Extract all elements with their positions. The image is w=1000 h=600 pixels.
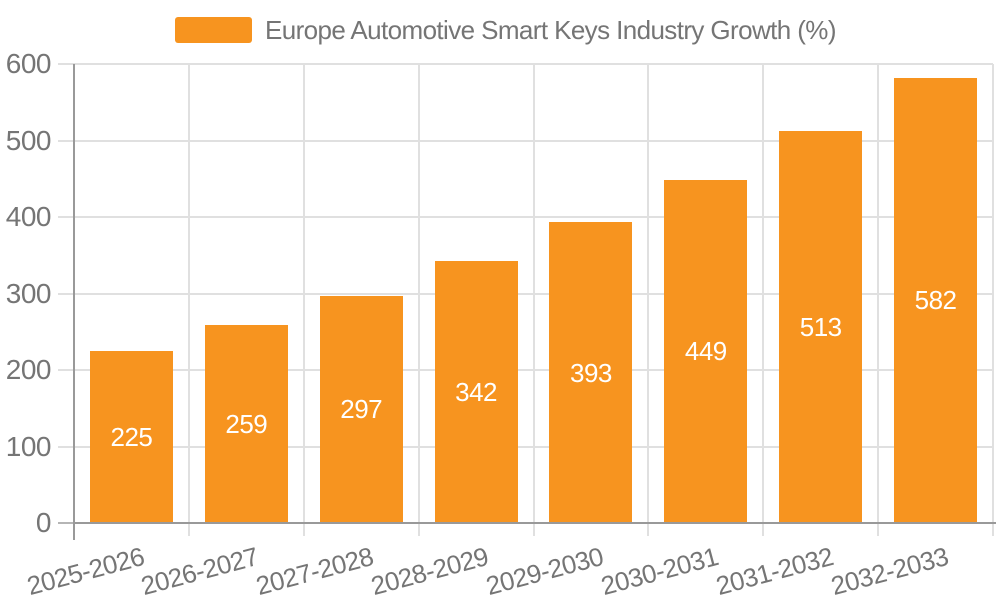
gridline-vertical: [417, 64, 420, 536]
y-axis-line: [73, 64, 75, 540]
bar-value-label: 449: [684, 336, 727, 367]
x-axis-label: 2028-2029: [368, 541, 492, 600]
x-axis-label: 2031-2032: [712, 541, 837, 600]
gridline-vertical: [302, 64, 305, 536]
y-axis-label: 600: [5, 48, 52, 79]
gridline-horizontal: [58, 292, 993, 295]
gridline-horizontal: [58, 63, 993, 65]
gridline-vertical: [532, 64, 535, 536]
bar-value-label: 582: [914, 285, 957, 316]
y-axis-label: 400: [5, 201, 52, 232]
y-axis-label: 500: [5, 124, 52, 156]
x-axis-label: 2027-2028: [253, 541, 377, 600]
y-axis-label: 200: [5, 354, 52, 385]
gridline-horizontal: [58, 369, 993, 371]
bar[interactable]: [89, 350, 173, 523]
x-axis-label: 2030-2031: [597, 541, 722, 600]
y-axis-label: 100: [5, 430, 52, 462]
y-axis-label: 300: [5, 277, 52, 309]
gridline-vertical: [647, 64, 650, 536]
bar-value-label: 297: [340, 394, 383, 425]
bar-value-label: 342: [455, 377, 497, 408]
bar[interactable]: [319, 295, 403, 523]
gridline-horizontal: [58, 445, 993, 448]
gridline-horizontal: [58, 216, 993, 218]
bar[interactable]: [204, 324, 288, 523]
x-axis-label: 2026-2027: [138, 541, 262, 600]
gridline-horizontal: [58, 139, 993, 142]
gridline-vertical: [992, 64, 994, 536]
x-axis-label: 2025-2026: [23, 541, 147, 600]
bar[interactable]: [434, 261, 518, 523]
gridline-vertical: [877, 64, 880, 536]
bar-value-label: 225: [110, 421, 153, 452]
bar[interactable]: [664, 179, 748, 523]
gridline-vertical: [187, 64, 190, 536]
legend-item[interactable]: Europe Automotive Smart Keys Industry Gr…: [175, 17, 836, 43]
bar[interactable]: [779, 130, 863, 523]
gridline-vertical: [762, 64, 765, 536]
x-axis-line: [73, 522, 996, 524]
bar[interactable]: [894, 77, 978, 523]
y-axis-label: 0: [35, 507, 52, 538]
bar-value-label: 513: [799, 311, 842, 342]
legend-swatch-icon: [175, 17, 252, 43]
y-axis-tick: [58, 522, 73, 524]
x-axis-label: 2032-2033: [827, 541, 952, 600]
bar-value-label: 393: [569, 357, 612, 388]
legend-label: Europe Automotive Smart Keys Industry Gr…: [265, 15, 836, 45]
bar[interactable]: [549, 222, 633, 523]
x-axis-label: 2029-2030: [482, 541, 607, 600]
bar-value-label: 259: [225, 408, 268, 439]
